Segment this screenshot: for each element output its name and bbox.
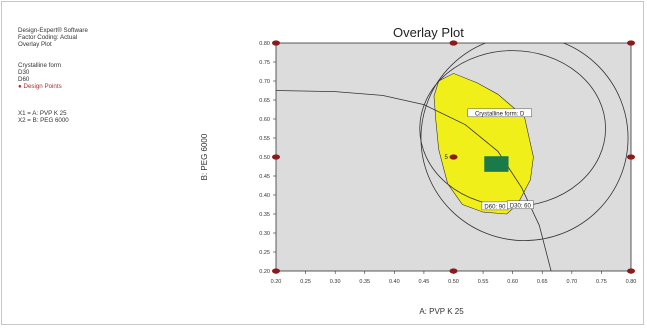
y-axis-label: B: PEG 6000 [200,133,209,180]
y-tick-label: 0.25 [259,250,270,256]
chart-title: Overlay Plot [393,25,464,40]
legend-heading: Crystalline form [18,62,61,69]
design-point [449,40,458,46]
legend-item-d30: D30 [18,69,30,76]
x-tick-label: 0.75 [596,279,607,285]
plot-content: Crystalline form: D D60: 90 D30: 60 [276,43,629,271]
y-tick-label: 0.60 [259,117,270,123]
optimum-region [484,156,509,172]
design-point [449,154,458,160]
plot-name: Overlay Plot [18,41,52,48]
y-tick-label: 0.20 [259,269,270,275]
y-tick-label: 0.70 [259,79,270,85]
contour-label-1: Crystalline form: D [475,111,525,117]
y-tick-label: 0.40 [259,193,270,199]
legend-design-points-label: Design Points [23,83,62,90]
design-point [627,40,635,46]
factor-x1: X1 = A: PVP K 25 [18,110,67,117]
y-tick-label: 0.45 [259,174,270,180]
design-point [272,40,280,46]
factor-coding: Factor Coding: Actual [18,34,78,41]
x-tick-label: 0.30 [330,279,341,285]
y-tick-label: 0.55 [259,136,270,142]
design-point [627,154,635,160]
y-tick-label: 0.80 [259,41,270,47]
contour-label-2: D60: 90 [484,204,506,210]
y-tick-label: 0.35 [259,212,270,218]
design-point-bullet-icon: ● [18,83,22,90]
software-name: Design-Expert® Software [18,27,88,34]
design-point [272,268,280,274]
factor-x2: X2 = B: PEG 6000 [18,117,69,124]
software-info: Design-Expert® Software Factor Coding: A… [18,27,88,48]
x-tick-label: 0.70 [566,279,577,285]
legend-item-d60: D60 [18,76,30,83]
factor-definitions: X1 = A: PVP K 25 X2 = B: PEG 6000 [18,110,69,124]
x-tick-label: 0.65 [537,279,548,285]
x-tick-label: 0.60 [507,279,518,285]
x-tick-label: 0.50 [448,279,459,285]
design-point [627,268,635,274]
legend-design-points: ● Design Points [18,83,62,90]
x-tick-label: 0.20 [271,279,282,285]
x-tick-label: 0.40 [389,279,400,285]
contour-label-3: D30: 60 [510,203,532,209]
design-point [449,268,458,274]
y-tick-label: 0.50 [259,155,270,161]
y-tick-label: 0.65 [259,98,270,104]
x-tick-label: 0.25 [300,279,311,285]
y-tick-label: 0.75 [259,60,270,66]
contour-ellipse-2 [420,43,629,241]
contour-curve-1 [276,90,552,271]
x-tick-label: 0.55 [478,279,489,285]
x-axis-label: A: PVP K 25 [419,307,464,316]
design-point [272,154,280,160]
x-tick-label: 0.45 [419,279,430,285]
design-point-count-label: 5 [445,155,449,161]
legend: Crystalline form D30 D60 ● Design Points [18,62,62,90]
contour-label-box-1 [467,108,532,118]
contour-label-box-3 [507,200,534,210]
x-tick-label: 0.35 [359,279,370,285]
x-tick-label: 0.80 [626,279,637,285]
y-tick-label: 0.30 [259,231,270,237]
